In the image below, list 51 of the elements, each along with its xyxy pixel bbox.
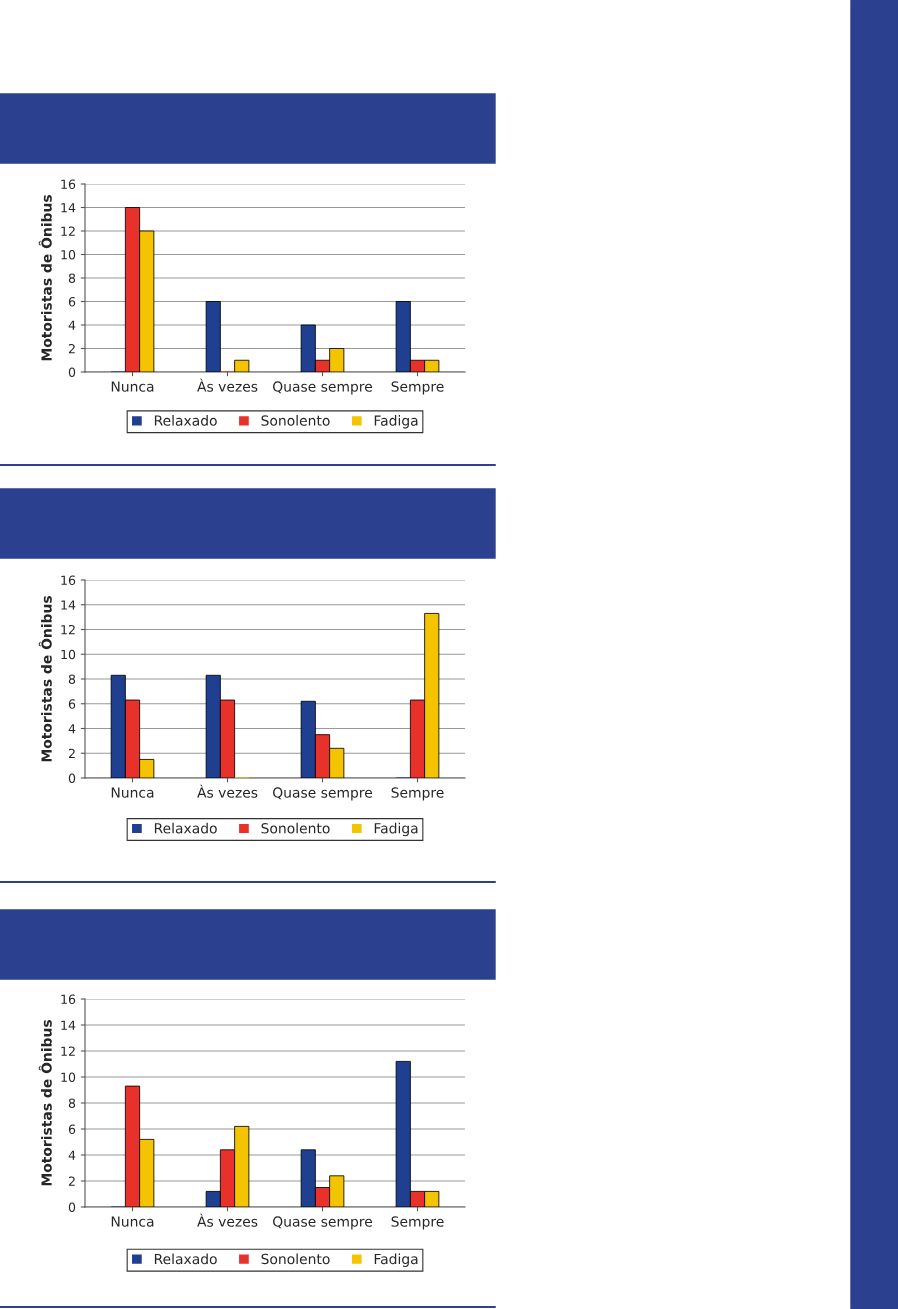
x-tick-label: Quase sempre [273,1216,373,1230]
legend-label: Fadiga [374,1253,418,1267]
y-tick-label: 8 [68,1098,76,1108]
y-tick-label: 4 [68,1150,76,1160]
y-tick-label: 12 [61,1046,75,1056]
y-tick-label: 6 [68,1124,76,1134]
y-tick-label: 2 [68,1176,75,1186]
y-tick-label: 0 [68,773,76,783]
y-axis-title: Motoristas de Ônibus [38,195,52,361]
y-tick-label: 14 [61,600,76,610]
legend-label: Relaxado [154,415,217,426]
x-tick-label: Quase sempre [273,787,373,801]
y-tick-label: 6 [68,699,76,709]
y-tick-label: 10 [61,649,76,660]
legend-label: Relaxado [154,1253,217,1265]
legend-label: Relaxado [154,822,217,834]
y-tick-label: 14 [61,1020,76,1030]
y-tick-label: 4 [68,724,76,734]
x-tick-label: Sempre [391,1216,444,1230]
y-tick-label: 12 [61,226,75,236]
x-tick-label: Nunca [111,1216,154,1227]
y-tick-label: 2 [68,748,75,758]
y-tick-label: 16 [61,575,76,585]
y-tick-label: 16 [61,994,76,1004]
x-tick-label: Quase sempre [273,381,373,395]
y-tick-label: 8 [68,674,76,684]
legend-label: Fadiga [374,822,418,837]
y-tick-label: 4 [68,320,76,330]
y-tick-label: 10 [61,1072,76,1082]
y-tick-label: 8 [68,273,76,283]
y-axis-title: Motoristas de Ônibus [38,596,52,762]
y-tick-label: 14 [61,203,76,213]
x-tick-label: Nunca [111,787,154,798]
y-tick-label: 0 [68,1202,76,1212]
y-axis-title: Motoristas de Ônibus [38,1020,52,1186]
legend-label: Sonolento [261,822,330,834]
legend-label: Sonolento [261,415,330,426]
x-tick-label: Às vezes [197,378,258,392]
y-tick-label: 0 [68,367,76,377]
x-tick-label: Às vezes [197,1213,258,1227]
y-tick-label: 16 [61,179,76,189]
y-tick-label: 12 [61,624,75,635]
legend-label: Sonolento [261,1253,330,1265]
y-tick-label: 6 [68,296,76,307]
x-tick-label: Sempre [391,787,444,801]
x-tick-label: Nunca [111,381,154,392]
y-tick-label: 2 [68,343,75,354]
y-tick-label: 10 [61,249,76,260]
legend-label: Fadiga [374,415,418,429]
x-tick-label: Sempre [391,381,444,395]
x-tick-label: Às vezes [197,784,258,798]
